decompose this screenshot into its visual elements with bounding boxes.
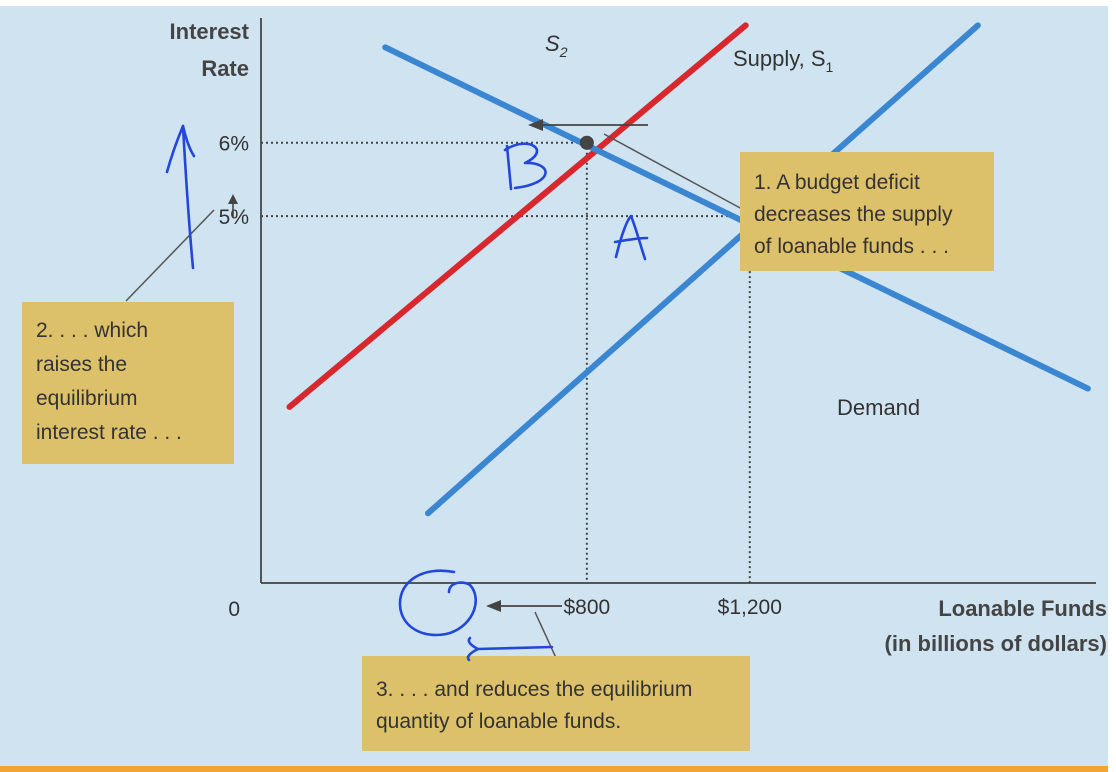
guide-lines	[261, 141, 751, 583]
note2-line-2: raises the	[36, 353, 127, 376]
note2-pointer	[125, 209, 215, 302]
curves	[286, 22, 1091, 517]
curve-demand	[382, 44, 1091, 392]
note3-pointer	[534, 611, 558, 661]
pen-up-arrowhead	[165, 124, 196, 174]
supply-s1-label: Supply, S1	[733, 46, 834, 75]
x-axis-label-line-1: Loanable Funds	[938, 596, 1107, 621]
x-tick-1200: $1,200	[718, 596, 782, 619]
s2-label: S2	[545, 31, 568, 60]
note3-line-2: quantity of loanable funds.	[376, 710, 621, 733]
curve-supply-s1	[425, 22, 981, 517]
note1-line-2: decreases the supply	[754, 203, 953, 226]
y-tick-5: 5%	[219, 206, 249, 229]
y-axis-label-line-1: Interest	[170, 19, 250, 44]
pen-circle-800	[398, 569, 477, 637]
pen-letter-b	[503, 142, 547, 191]
quantity-decrease-arrow	[486, 600, 562, 612]
origin-label: 0	[228, 598, 240, 621]
note2-line-3: equilibrium	[36, 387, 138, 410]
bottom-rule	[0, 766, 1116, 772]
note-budget-deficit: 1. A budget deficit decreases the supply…	[740, 152, 994, 271]
x-axis-label-line-2: (in billions of dollars)	[885, 631, 1107, 656]
note2-line-1: 2. . . . which	[36, 319, 148, 342]
note1-line-3: of loanable funds . . .	[754, 235, 949, 258]
curve-s2	[286, 22, 749, 410]
rate-increase-arrow	[228, 194, 238, 218]
pen-annotations	[165, 124, 649, 662]
note-reduces-quantity: 3. . . . and reduces the equilibrium qua…	[362, 656, 750, 751]
note-raises-interest-rate: 2. . . . which raises the equilibrium in…	[22, 302, 234, 464]
pen-up-arrow	[181, 124, 195, 270]
supply-shift-arrow	[528, 119, 648, 131]
note1-pointer	[603, 133, 743, 210]
demand-label: Demand	[837, 395, 920, 420]
pen-letter-a	[613, 214, 649, 261]
y-tick-6: 6%	[219, 133, 249, 156]
x-tick-800: $800	[563, 596, 610, 619]
y-axis-label-line-2: Rate	[201, 56, 249, 81]
equilibrium-point-b	[579, 135, 594, 150]
note2-line-4: interest rate . . .	[36, 421, 182, 444]
note3-line-1: 3. . . . and reduces the equilibrium	[376, 678, 692, 701]
pen-left-arrow	[466, 636, 554, 662]
note1-line-1: 1. A budget deficit	[754, 171, 920, 194]
tick-labels: 6% 5% $800 $1,200	[219, 133, 782, 619]
